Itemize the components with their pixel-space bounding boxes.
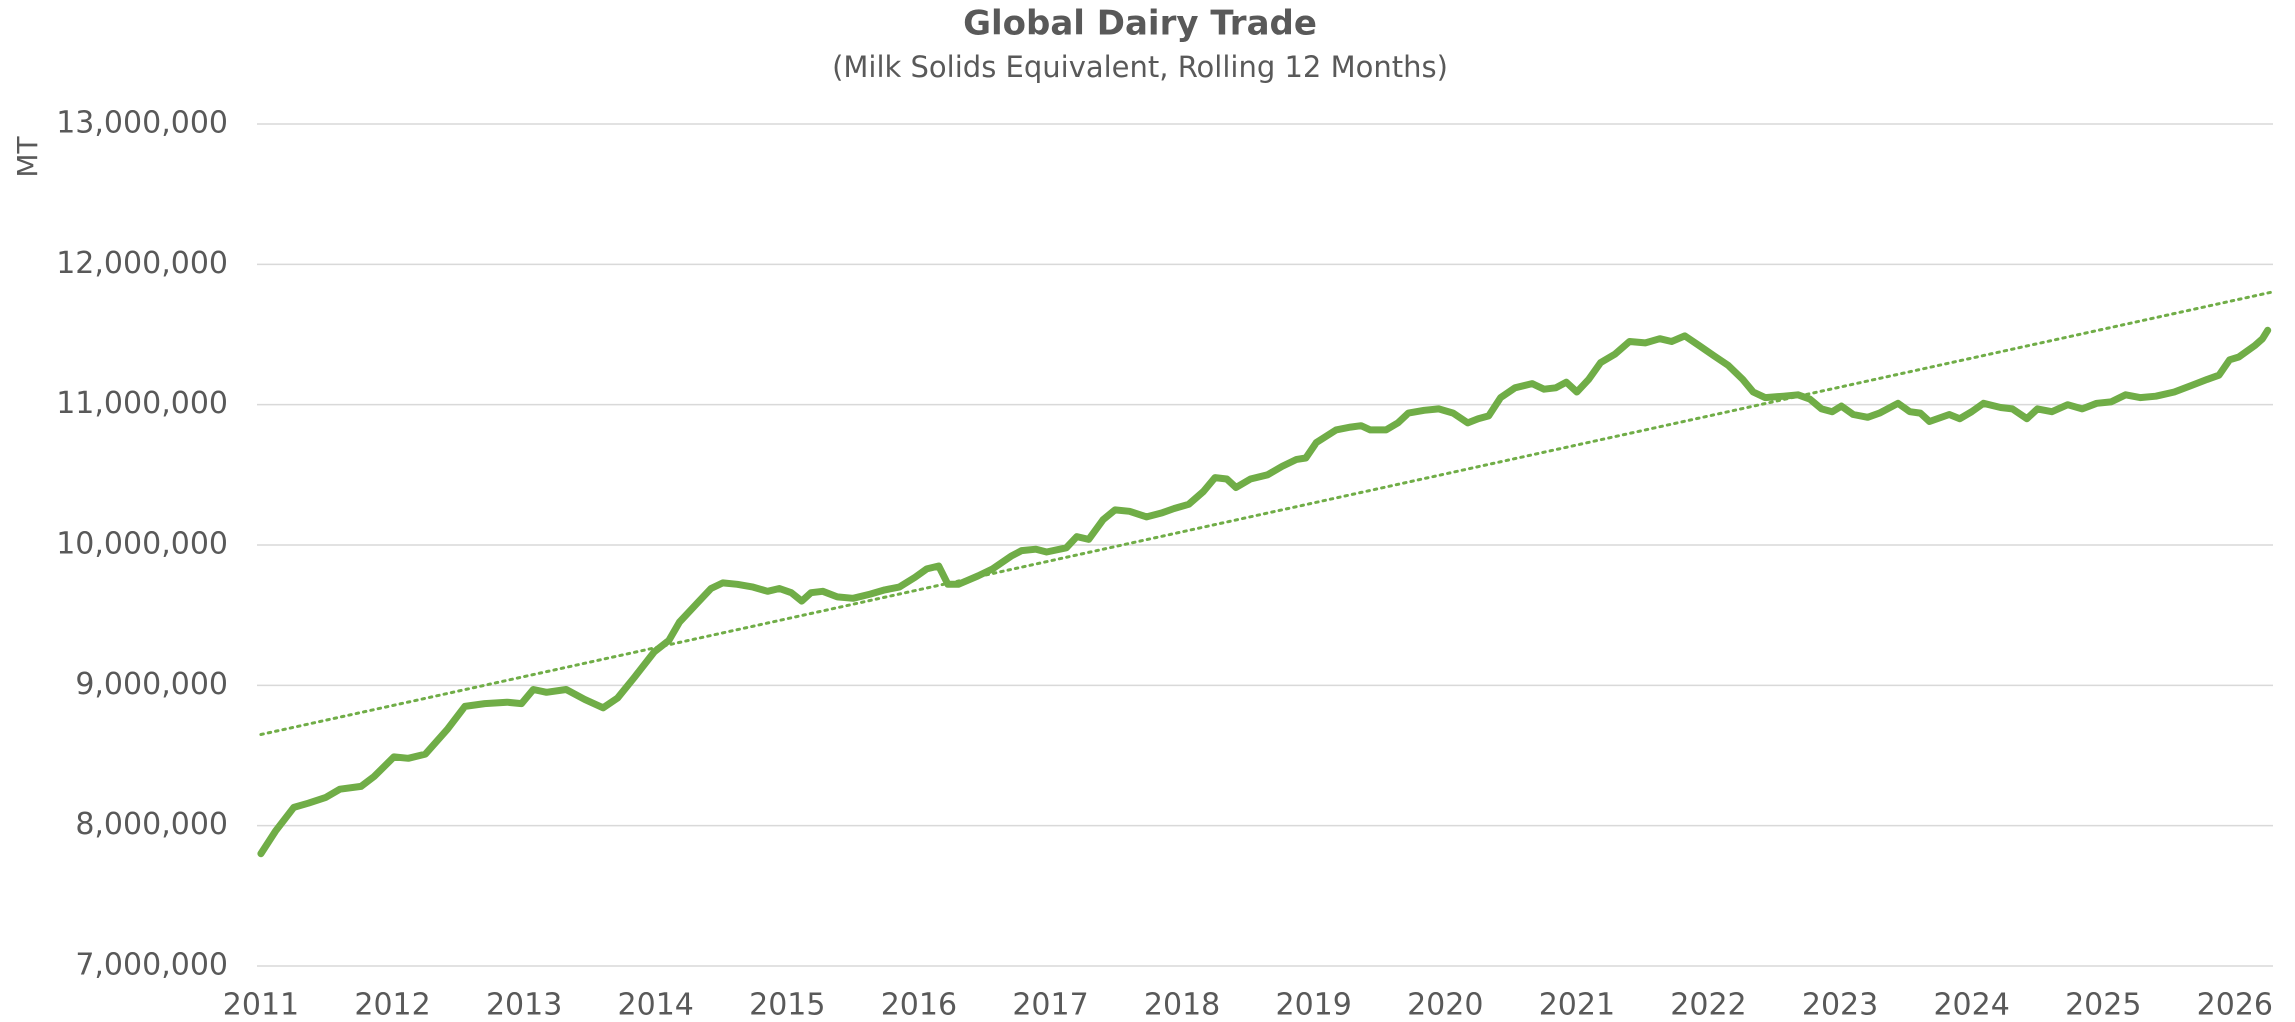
y-tick-label: 8,000,000 bbox=[75, 807, 228, 842]
x-tick-label: 2015 bbox=[749, 988, 825, 1022]
y-tick-label: 7,000,000 bbox=[75, 948, 228, 983]
y-axis-label: MT bbox=[11, 135, 44, 177]
chart-subtitle: (Milk Solids Equivalent, Rolling 12 Mont… bbox=[832, 50, 1448, 84]
y-tick-label: 13,000,000 bbox=[56, 106, 228, 141]
x-tick-label: 2013 bbox=[486, 988, 562, 1022]
data-line bbox=[257, 326, 2272, 858]
x-tick-label: 2019 bbox=[1276, 988, 1352, 1022]
trend-line bbox=[259, 290, 2272, 736]
x-tick-label: 2017 bbox=[1012, 988, 1088, 1022]
y-tick-label: 12,000,000 bbox=[56, 246, 228, 281]
x-tick-label: 2020 bbox=[1407, 988, 1483, 1022]
x-tick-label: 2018 bbox=[1144, 988, 1220, 1022]
y-tick-label: 9,000,000 bbox=[75, 667, 228, 702]
x-tick-label: 2022 bbox=[1670, 988, 1746, 1022]
x-tick-label: 2024 bbox=[1933, 988, 2009, 1022]
y-tick-label: 10,000,000 bbox=[56, 527, 228, 562]
chart-title: Global Dairy Trade bbox=[963, 4, 1317, 44]
x-tick-label: 2025 bbox=[2065, 988, 2141, 1022]
x-tick-label: 2021 bbox=[1539, 988, 1615, 1022]
y-tick-label: 11,000,000 bbox=[56, 386, 228, 421]
x-tick-label: 2012 bbox=[354, 988, 430, 1022]
x-tick-label: 2026 bbox=[2197, 988, 2273, 1022]
x-tick-label: 2023 bbox=[1802, 988, 1878, 1022]
x-tick-label: 2014 bbox=[618, 988, 694, 1022]
x-tick-label: 2011 bbox=[223, 988, 299, 1022]
x-tick-label: 2016 bbox=[881, 988, 957, 1022]
